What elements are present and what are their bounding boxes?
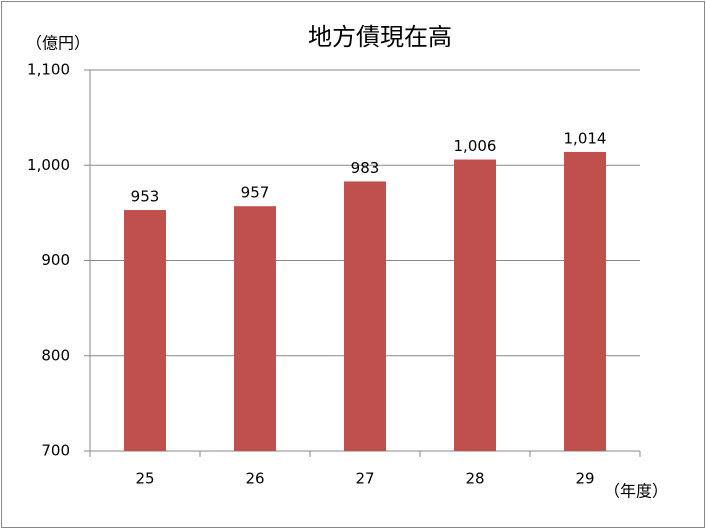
data-label: 953 <box>131 188 160 206</box>
x-tick-label: 28 <box>465 470 484 488</box>
y-unit-label: （億円） <box>26 34 90 53</box>
x-tick-label: 27 <box>355 470 374 488</box>
x-tick-label: 26 <box>245 470 264 488</box>
bar <box>564 151 606 452</box>
bar <box>124 210 166 451</box>
bar <box>344 181 386 451</box>
x-unit-label: （年度） <box>604 482 668 501</box>
data-label: 1,014 <box>564 129 607 147</box>
y-tick-label: 800 <box>41 346 70 364</box>
bar <box>454 159 496 451</box>
data-label: 957 <box>241 184 270 202</box>
chart-title: 地方債現在高 <box>308 23 452 51</box>
x-tick-label: 29 <box>575 470 594 488</box>
bar <box>234 206 276 451</box>
data-label: 1,006 <box>454 137 497 155</box>
data-label: 983 <box>351 159 380 177</box>
y-tick-label: 1,100 <box>27 61 70 79</box>
y-tick-label: 900 <box>41 251 70 269</box>
y-tick-label: 1,000 <box>27 156 70 174</box>
x-tick-label: 25 <box>135 470 154 488</box>
y-tick-label: 700 <box>41 442 70 460</box>
